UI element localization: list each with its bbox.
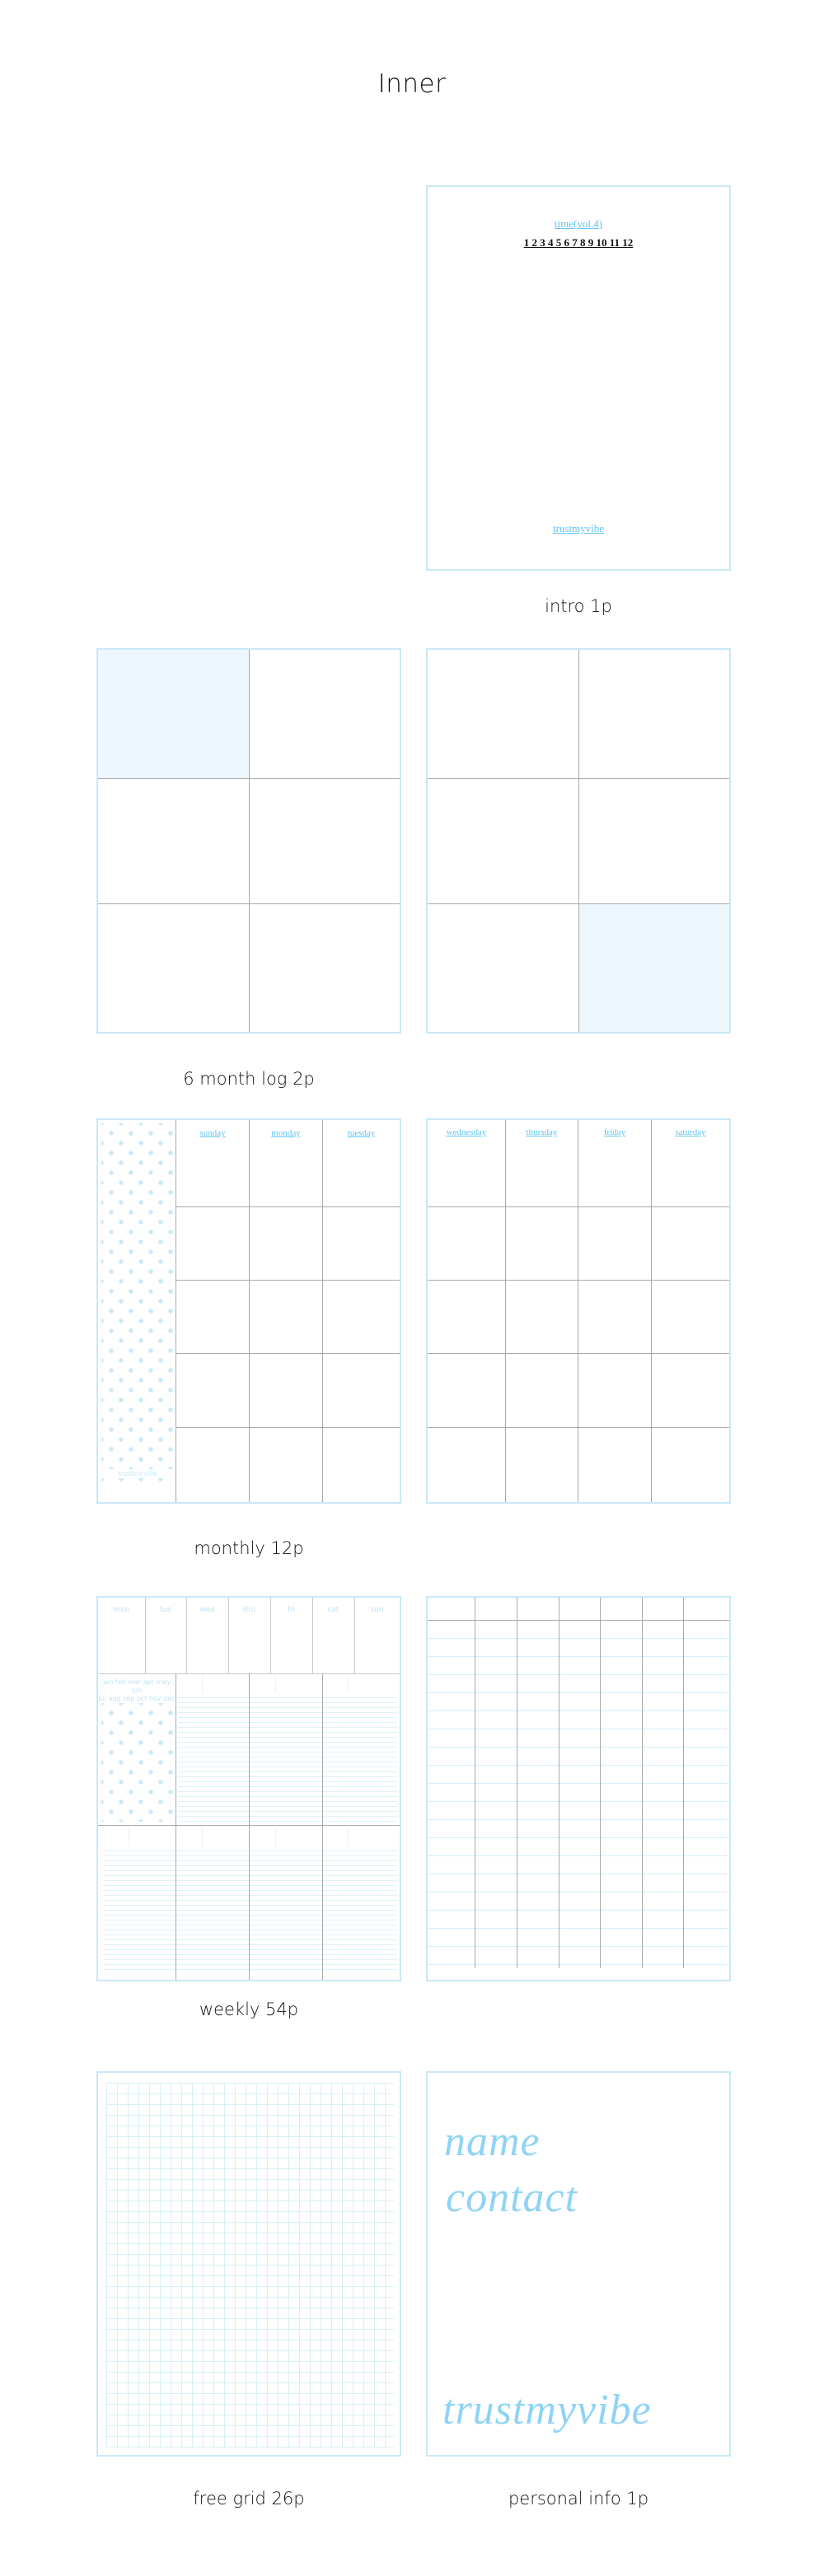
intro-caption: intro 1p <box>545 596 612 616</box>
divider <box>275 1675 276 1693</box>
weekday-label: fri <box>287 1606 296 1614</box>
day-label: wednesday <box>446 1127 487 1137</box>
divider <box>322 1120 323 1502</box>
divider <box>98 1825 400 1826</box>
divider <box>578 650 579 1032</box>
divider <box>651 1120 652 1502</box>
divider <box>176 1427 400 1428</box>
divider <box>186 1598 187 1673</box>
divider <box>642 1598 643 1968</box>
dot-pattern <box>101 1123 176 1486</box>
divider <box>98 778 400 779</box>
day-label: friday <box>603 1127 626 1137</box>
divider <box>176 1353 400 1354</box>
name-label: name <box>444 2118 541 2165</box>
dot-pattern <box>101 1703 176 1822</box>
monthly-caption: monthly 12p <box>194 1538 304 1558</box>
divider <box>600 1598 601 1968</box>
intro-page: time(vol.4) 1 2 3 4 5 6 7 8 9 10 11 12 t… <box>426 185 731 571</box>
weekday-label: tue <box>159 1606 172 1614</box>
personal-info-caption: personal info 1p <box>508 2489 649 2508</box>
weekly-caption: weekly 54p <box>199 2000 299 2019</box>
intro-title: time(vol.4) <box>554 217 603 230</box>
divider <box>428 778 729 779</box>
day-label: monday <box>271 1128 301 1138</box>
free-grid-caption: free grid 26p <box>193 2489 305 2508</box>
six-month-log-caption: 6 month log 2p <box>183 1069 315 1089</box>
divider <box>249 1120 250 1502</box>
monthly-right-page: wednesday thursday friday saturday <box>426 1118 731 1504</box>
divider <box>98 903 400 904</box>
divider <box>176 1280 400 1281</box>
month-list: jan feb mar apr may jun jul aug sep oct … <box>98 1678 176 1703</box>
divider <box>145 1598 146 1673</box>
divider <box>249 1673 250 1980</box>
highlight-cell <box>98 650 249 778</box>
divider <box>428 1353 729 1354</box>
lined-area <box>103 1846 397 1970</box>
contact-label: contact <box>446 2174 578 2221</box>
day-label: sunday <box>199 1128 226 1138</box>
intro-months: 1 2 3 4 5 6 7 8 9 10 11 12 <box>523 236 634 249</box>
divider <box>428 1206 729 1207</box>
weekday-label: thu <box>243 1606 255 1614</box>
divider <box>228 1598 229 1673</box>
divider <box>348 1675 349 1693</box>
personal-info-page: name contact trustmyvibe <box>426 2071 731 2457</box>
divider <box>275 1828 276 1846</box>
weekly-right-page <box>426 1596 731 1981</box>
six-month-log-right-page <box>426 648 731 1034</box>
highlight-cell <box>579 904 729 1032</box>
divider <box>428 1620 729 1621</box>
weekly-left-page: mon tue wed thu fri sat sun jan feb mar … <box>96 1596 401 1981</box>
divider <box>428 1280 729 1281</box>
month-list-row: jul aug sep oct nov dec <box>98 1695 176 1702</box>
divider <box>505 1120 506 1502</box>
divider <box>176 1206 400 1207</box>
monthly-brand: trustmyvibe <box>98 1469 177 1478</box>
divider <box>270 1598 271 1673</box>
divider <box>428 903 729 904</box>
divider <box>348 1828 349 1846</box>
grid-area <box>106 2083 394 2448</box>
weekday-label: mon <box>113 1606 130 1614</box>
personal-brand: trustmyvibe <box>442 2387 652 2434</box>
six-month-log-left-page <box>96 648 401 1034</box>
weekday-label: wed <box>199 1606 215 1614</box>
day-label: thursday <box>526 1127 558 1137</box>
page-title: Inner <box>377 69 447 99</box>
divider <box>312 1598 313 1673</box>
month-list-row: jan feb mar apr may jun <box>103 1678 171 1694</box>
weekday-label: sun <box>370 1606 384 1614</box>
divider <box>202 1675 203 1693</box>
date-rows <box>428 1621 729 1967</box>
divider <box>202 1828 203 1846</box>
weekday-label: sat <box>327 1606 339 1614</box>
divider <box>683 1598 684 1968</box>
day-label: tuesday <box>347 1128 376 1138</box>
divider <box>354 1598 355 1673</box>
day-label: saturday <box>675 1127 706 1137</box>
intro-brand: trustmyvibe <box>552 522 605 534</box>
divider <box>249 650 250 1032</box>
divider <box>428 1427 729 1428</box>
lined-area <box>178 1693 397 1823</box>
divider <box>322 1673 323 1980</box>
monthly-left-page: trustmyvibe sunday monday tuesday <box>96 1118 401 1504</box>
free-grid-page <box>96 2071 401 2457</box>
